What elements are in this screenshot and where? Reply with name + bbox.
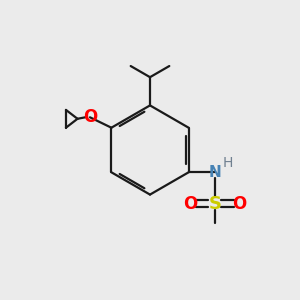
Text: O: O — [83, 108, 97, 126]
Text: O: O — [232, 194, 246, 212]
Text: N: N — [208, 165, 221, 180]
Text: H: H — [223, 156, 233, 170]
Text: S: S — [208, 194, 221, 212]
Text: O: O — [183, 194, 197, 212]
